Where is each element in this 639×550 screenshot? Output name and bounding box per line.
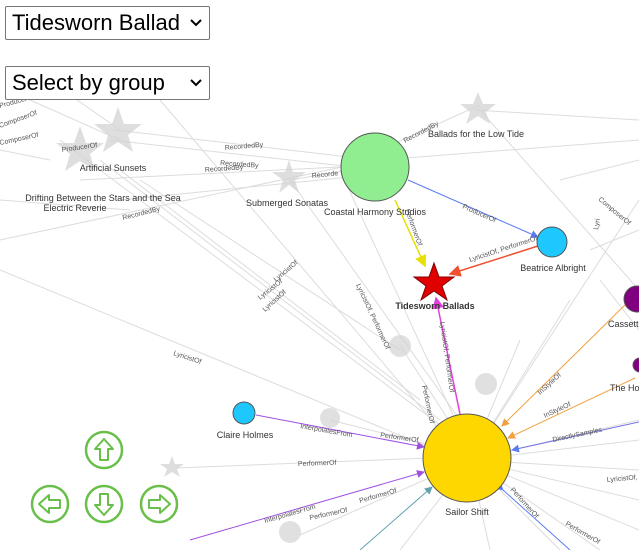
label-claire: Claire Holmes: [217, 430, 274, 440]
edge-coastal-beatrice: [407, 179, 539, 238]
label-coastal: Coastal Harmony Studios: [324, 207, 427, 217]
arrow-left-icon: [30, 484, 70, 524]
edge-label: Recorde: [311, 170, 338, 180]
edge-teal-sailor: [359, 486, 433, 550]
label-beatrice: Beatrice Albright: [520, 263, 586, 273]
claire-holmes-node[interactable]: [232, 401, 256, 425]
label-cassette: Cassette: [608, 319, 639, 329]
edge-label: DirectlySamples: [552, 426, 603, 443]
group-select[interactable]: Select by group: [5, 66, 210, 100]
chevron-down-icon: [190, 19, 202, 27]
edge-label: PerformerOf: [298, 460, 337, 468]
edge-sailor-tidesworn: [432, 296, 461, 415]
edge-label: LyricistOf, PerformerOf: [438, 321, 455, 393]
edge-label: LyricistOf, PerformerOf: [354, 283, 391, 351]
arrow-down-icon: [84, 484, 124, 524]
label-submerged: Submerged Sonatas: [246, 198, 329, 208]
nav-right-button[interactable]: [139, 484, 179, 524]
edge-label: RecordedBy: [205, 164, 244, 174]
edge-coastal-tidesworn: [394, 199, 427, 268]
muted-node-1: [389, 335, 411, 357]
edge-label: ComposerOf: [0, 110, 38, 130]
edge-theho-sailor: [507, 377, 636, 439]
sailor-shift-node[interactable]: [422, 413, 512, 503]
label-sailor: Sailor Shift: [445, 507, 489, 517]
edge-label: InStyleOf: [543, 401, 572, 420]
label-artificial: Artificial Sunsets: [80, 163, 147, 173]
node-select[interactable]: Tidesworn Ballad: [5, 6, 210, 40]
cluster-star-node: [56, 126, 104, 171]
label-tidesworn: Tidesworn Ballads: [395, 301, 474, 311]
group-select-value: Select by group: [12, 70, 165, 95]
edge-label: RecordedBy: [225, 142, 264, 152]
edge-label: ComposerOf: [0, 132, 39, 147]
edge-label: PerformerOf: [564, 521, 601, 546]
edge-label: ProducerOf: [461, 203, 497, 224]
edge-label: LyricistOf: [172, 350, 202, 366]
edge-label: LyricistOf,: [607, 474, 638, 484]
label-ballads-low-tide: Ballads for the Low Tide: [428, 129, 524, 139]
ballads-low-tide-node: [460, 92, 496, 124]
muted-node-4: [279, 521, 301, 543]
edge-sailor-out-right: [495, 482, 571, 550]
edge-label: PerformerOf: [359, 488, 398, 505]
edge-label: PerformerOf: [420, 385, 435, 424]
submerged-sonatas-node: [272, 160, 306, 193]
muted-star-nodes[interactable]: [56, 92, 496, 477]
node-select-value: Tidesworn Ballad: [12, 10, 180, 35]
label-electric: Electric Reverie: [43, 203, 106, 213]
muted-node-3: [320, 408, 340, 428]
arrow-up-icon: [84, 430, 124, 470]
muted-circle-nodes[interactable]: [279, 335, 497, 543]
edge-label: RecordedBy: [220, 160, 259, 170]
background-edges: [0, 94, 639, 550]
edge-label: ComposerOf: [597, 196, 632, 227]
edge-cassette-sailor: [501, 304, 626, 427]
edge-interpolates-sailor: [189, 470, 425, 541]
edge-label: Lyri: [593, 218, 602, 231]
the-ho-node[interactable]: [632, 357, 639, 373]
beatrice-albright-node[interactable]: [536, 226, 568, 258]
muted-node-2: [475, 373, 497, 395]
tidesworn-ballads-node[interactable]: [412, 261, 456, 302]
edge-label: RecordedBy: [122, 206, 162, 222]
cassette-node[interactable]: [623, 285, 639, 313]
nav-up-button[interactable]: [84, 430, 124, 470]
nav-down-button[interactable]: [84, 484, 124, 524]
grey-star-bottom-left: [160, 456, 184, 477]
label-the-ho: The Ho: [610, 383, 639, 393]
edge-labels: ProducerOf ProducerOf RecordedBy Recorde…: [0, 94, 638, 546]
nav-left-button[interactable]: [30, 484, 70, 524]
edge-label: LyricistOf: [273, 260, 300, 284]
edge-claire-sailor: [255, 414, 425, 450]
artificial-sunsets-node: [94, 107, 142, 152]
edge-label: ProducerOf: [61, 142, 97, 154]
edge-beatrice-tidesworn: [448, 245, 539, 277]
edge-samples-sailor: [511, 421, 639, 453]
edge-label: InStyleOf: [537, 372, 563, 397]
chevron-down-icon: [190, 79, 202, 87]
arrow-right-icon: [139, 484, 179, 524]
label-drifting: Drifting Between the Stars and the Sea: [25, 193, 181, 203]
coastal-harmony-node[interactable]: [340, 132, 410, 202]
